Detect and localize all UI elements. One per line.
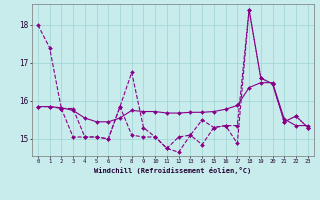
X-axis label: Windchill (Refroidissement éolien,°C): Windchill (Refroidissement éolien,°C) <box>94 167 252 174</box>
